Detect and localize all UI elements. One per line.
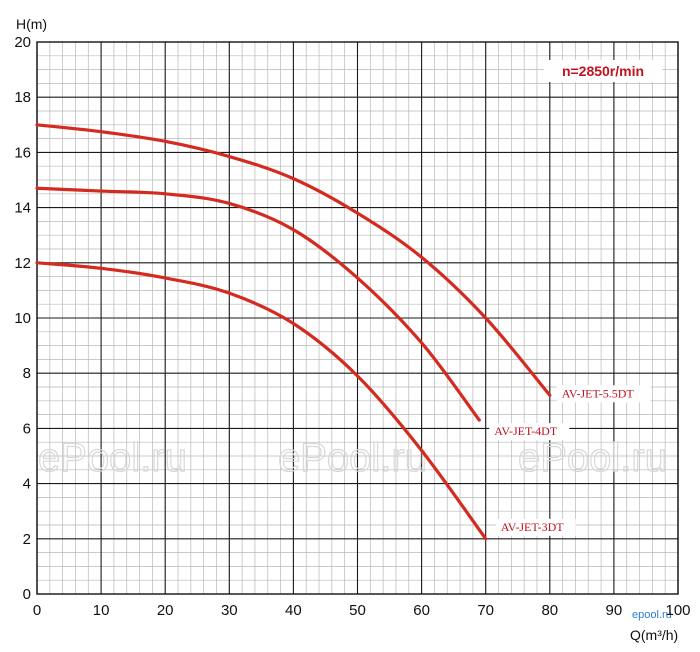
- x-axis-label: Q(m³/h): [630, 627, 678, 643]
- x-tick-label: 0: [33, 602, 41, 619]
- x-tick-label: 100: [665, 602, 690, 619]
- x-tick-label: 40: [285, 602, 302, 619]
- y-tick-label: 16: [14, 144, 31, 161]
- y-tick-label: 8: [23, 365, 31, 382]
- x-tick-label: 50: [349, 602, 366, 619]
- series-label-bg: [556, 385, 651, 403]
- y-tick-label: 18: [14, 89, 31, 106]
- y-tick-label: 2: [23, 531, 31, 548]
- x-axis-label-bg: [626, 624, 692, 644]
- y-tick-label: 0: [23, 586, 31, 603]
- x-tick-label: 30: [221, 602, 238, 619]
- tick-labels: 0 10 20 30 40 50 60 70 80 90 100 0 2 4 6 8 10 12 14 16 18 20: [14, 34, 690, 619]
- x-tick-label: 90: [606, 602, 623, 619]
- y-tick-label: 12: [14, 255, 31, 272]
- y-tick-label: 10: [14, 310, 31, 327]
- series-label-bg: [495, 518, 576, 536]
- speed-annotation: n=2850r/min: [562, 63, 644, 79]
- watermark-text: ePool.ru: [38, 436, 187, 480]
- series-label: AV-JET-4DT: [494, 424, 558, 438]
- x-tick-label: 70: [477, 602, 494, 619]
- x-tick-label: 10: [93, 602, 110, 619]
- series-curves: AV-JET-5.5DT AV-JET-4DT AV-JET-3DT: [35, 123, 651, 541]
- series-line: [35, 186, 481, 422]
- series-line: [35, 123, 552, 397]
- plot-frame: [36, 41, 679, 595]
- series-line: [35, 261, 488, 541]
- speed-annotation-box: [544, 60, 662, 82]
- y-axis-label: H(m): [16, 16, 47, 32]
- series-label: AV-JET-3DT: [501, 520, 565, 534]
- y-tick-label: 14: [14, 200, 31, 217]
- watermark-small-text: epool.ru: [632, 609, 672, 621]
- series-label-bg: [489, 423, 570, 441]
- x-tick-label: 60: [413, 602, 430, 619]
- x-tick-label: 20: [157, 602, 174, 619]
- series-label: AV-JET-5.5DT: [562, 386, 635, 400]
- major-grid: [36, 41, 679, 595]
- watermarks: ePool.ru ePool.ru ePool.ru epool.ru: [37, 435, 672, 621]
- y-tick-label: 4: [23, 476, 31, 493]
- watermark-text: ePool.ru: [278, 436, 427, 480]
- watermark-text: ePool.ru: [518, 436, 667, 480]
- x-tick-label: 80: [541, 602, 558, 619]
- y-tick-label: 20: [14, 34, 31, 51]
- y-tick-label: 6: [23, 420, 31, 437]
